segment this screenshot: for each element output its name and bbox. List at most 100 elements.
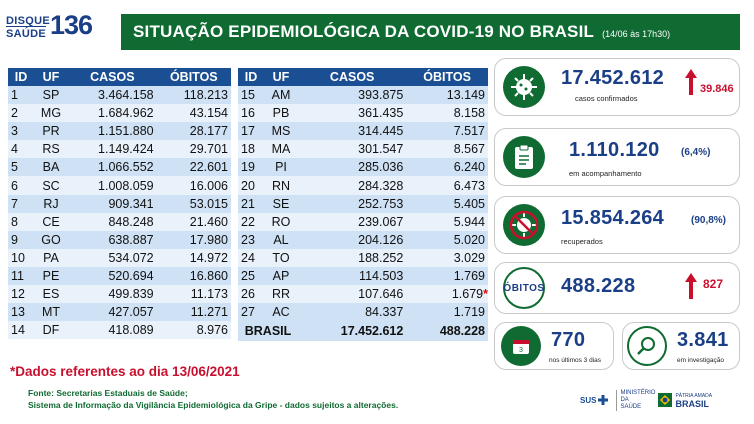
disque-saude-logo: DISQUE SAÚDE 136 bbox=[6, 10, 108, 44]
recent-deaths-card: 3 770 nos últimos 3 dias bbox=[494, 322, 614, 370]
row-id: 11 bbox=[8, 266, 34, 286]
table-row: 7 RJ 909.341 53.015 bbox=[8, 194, 231, 213]
row-obitos: 5.020 bbox=[406, 230, 488, 249]
recent-label: nos últimos 3 dias bbox=[549, 357, 602, 364]
table-row: 16 PB 361.435 8.158 bbox=[238, 104, 488, 123]
row-id: 17 bbox=[238, 122, 264, 141]
row-casos: 114.503 bbox=[298, 266, 407, 286]
row-obitos: 14.972 bbox=[156, 248, 231, 267]
table-row: 21 SE 252.753 5.405 bbox=[238, 194, 488, 213]
row-obitos: 29.701 bbox=[156, 140, 231, 159]
table-row: 4 RS 1.149.424 29.701 bbox=[8, 140, 231, 159]
col-uf: UF bbox=[34, 68, 68, 86]
row-id: 7 bbox=[8, 194, 34, 213]
row-casos: 520.694 bbox=[68, 266, 157, 286]
row-uf: CE bbox=[34, 212, 68, 231]
table-row: 23 AL 204.126 5.020 bbox=[238, 230, 488, 249]
row-casos: 393.875 bbox=[298, 86, 407, 105]
row-uf: SC bbox=[34, 176, 68, 195]
monitoring-label: em acompanhamento bbox=[569, 169, 642, 178]
row-id: 26 bbox=[238, 285, 264, 304]
row-id: 23 bbox=[238, 230, 264, 249]
monitoring-card: 1.110.120 (6,4%) em acompanhamento bbox=[494, 128, 740, 186]
row-id: 9 bbox=[8, 230, 34, 249]
row-id: 21 bbox=[238, 194, 264, 213]
table-row: 15 AM 393.875 13.149 bbox=[238, 86, 488, 105]
logo-number: 136 bbox=[50, 10, 93, 40]
row-obitos: 8.567 bbox=[406, 140, 488, 159]
row-uf: TO bbox=[264, 248, 298, 267]
deaths-value: 488.228 bbox=[561, 275, 636, 297]
row-uf: RR bbox=[264, 285, 298, 304]
row-casos: 1.151.880 bbox=[68, 122, 157, 141]
table-header: ID UF CASOS ÓBITOS bbox=[8, 68, 231, 86]
table-row: 20 RN 284.328 6.473 bbox=[238, 176, 488, 195]
table-row: 5 BA 1.066.552 22.601 bbox=[8, 158, 231, 177]
confirmed-delta: 39.846 bbox=[700, 83, 734, 95]
row-id: 2 bbox=[8, 104, 34, 123]
row-uf: BA bbox=[34, 158, 68, 177]
row-obitos: 1.719 bbox=[406, 303, 488, 322]
monitoring-value: 1.110.120 bbox=[569, 139, 660, 161]
table-row: 19 PI 285.036 6.240 bbox=[238, 158, 488, 177]
row-uf: PR bbox=[34, 122, 68, 141]
page-title: SITUAÇÃO EPIDEMIOLÓGICA DA COVID-19 NO B… bbox=[133, 22, 595, 41]
table-row: 18 MA 301.547 8.567 bbox=[238, 140, 488, 159]
row-obitos: 22.601 bbox=[156, 158, 231, 177]
confirmed-cases-card: 17.452.612 casos confirmados 39.846 bbox=[494, 58, 740, 116]
table-row: 9 GO 638.887 17.980 bbox=[8, 230, 231, 249]
row-id: 5 bbox=[8, 158, 34, 177]
table-row: 25 AP 114.503 1.769 bbox=[238, 266, 488, 286]
row-casos: 534.072 bbox=[68, 248, 157, 267]
states-table-left: ID UF CASOS ÓBITOS 1 SP 3.464.158 118.213 2 M… bbox=[8, 68, 231, 340]
table-row: 3 PR 1.151.880 28.177 bbox=[8, 122, 231, 141]
row-obitos: 16.860 bbox=[156, 266, 231, 286]
row-casos: 314.445 bbox=[298, 122, 407, 141]
states-table-right: ID UF CASOS ÓBITOS 15 AM 393.875 13.149 16 PB… bbox=[238, 68, 488, 342]
row-uf: GO bbox=[34, 230, 68, 249]
row-casos: 427.057 bbox=[68, 303, 157, 322]
row-id: 1 bbox=[8, 86, 34, 105]
sus-text: SUS bbox=[580, 395, 597, 405]
row-casos: 3.464.158 bbox=[68, 86, 157, 105]
table-header: ID UF CASOS ÓBITOS bbox=[238, 68, 488, 86]
total-casos: 17.452.612 bbox=[298, 321, 407, 342]
row-uf: PI bbox=[264, 158, 298, 177]
footer-logos: SUS MINISTÉRIO DA SAÚDE PÁTRIA AMADA BRA… bbox=[580, 388, 730, 412]
row-obitos: 5.944 bbox=[406, 212, 488, 231]
col-id: ID bbox=[238, 68, 264, 86]
row-casos: 301.547 bbox=[298, 140, 407, 159]
row-obitos: 28.177 bbox=[156, 122, 231, 141]
row-casos: 1.008.059 bbox=[68, 176, 157, 195]
row-uf: MA bbox=[264, 140, 298, 159]
deaths-badge: ÓBITOS bbox=[503, 267, 545, 309]
row-uf: RN bbox=[264, 176, 298, 195]
row-uf: PB bbox=[264, 104, 298, 123]
calendar-icon: 3 bbox=[501, 326, 541, 366]
table-row: 1 SP 3.464.158 118.213 bbox=[8, 86, 231, 105]
row-obitos: 5.405 bbox=[406, 194, 488, 213]
row-uf: SP bbox=[34, 86, 68, 105]
row-uf: SE bbox=[264, 194, 298, 213]
logo-line2: SAÚDE bbox=[6, 28, 47, 40]
row-uf: MG bbox=[34, 104, 68, 123]
deaths-tag: ÓBITOS bbox=[503, 282, 545, 294]
row-uf: MS bbox=[264, 122, 298, 141]
investigating-card: 3.841 em investigação bbox=[622, 322, 740, 370]
table-row: 22 RO 239.067 5.944 bbox=[238, 212, 488, 231]
logo-divider bbox=[6, 26, 46, 27]
row-casos: 1.684.962 bbox=[68, 104, 157, 123]
table-row: 13 MT 427.057 11.271 bbox=[8, 303, 231, 322]
total-obitos: 488.228 bbox=[406, 321, 488, 342]
recovered-label: recuperados bbox=[561, 237, 603, 246]
table-row: 12 ES 499.839 11.173 bbox=[8, 285, 231, 304]
recent-value: 770 bbox=[551, 329, 586, 351]
recovered-value: 15.854.264 bbox=[561, 207, 665, 229]
gov-line2: BRASIL bbox=[675, 399, 709, 409]
row-id: 15 bbox=[238, 86, 264, 105]
increase-arrow-icon bbox=[685, 273, 697, 299]
row-obitos: 13.149 bbox=[406, 86, 488, 105]
title-banner: SITUAÇÃO EPIDEMIOLÓGICA DA COVID-19 NO B… bbox=[121, 14, 740, 50]
row-obitos: 11.173 bbox=[156, 285, 231, 304]
row-id: 3 bbox=[8, 122, 34, 141]
